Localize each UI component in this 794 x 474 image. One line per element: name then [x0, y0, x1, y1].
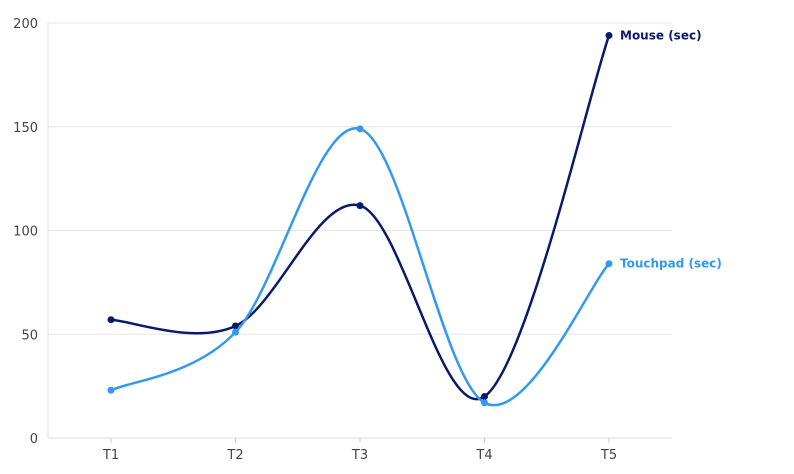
x-tick-label: T5 — [600, 448, 617, 463]
data-point — [356, 125, 364, 133]
data-point — [107, 316, 115, 324]
series-touchpad: Touchpad (sec) — [107, 125, 722, 407]
series-line — [109, 34, 611, 401]
x-tick-label: T1 — [102, 448, 119, 463]
y-tick-label: 50 — [21, 328, 38, 343]
x-axis: T1 T2 T3 T4 T5 — [102, 438, 617, 463]
data-point — [232, 328, 239, 336]
data-point — [356, 202, 364, 210]
series-group: Mouse (sec) Touchpad (sec) — [107, 28, 722, 407]
x-tick-label: T2 — [226, 448, 243, 463]
series-line — [109, 127, 611, 407]
data-point — [605, 31, 613, 39]
data-point — [481, 393, 488, 400]
grid — [47, 22, 672, 439]
data-point — [605, 260, 613, 268]
x-tick-label: T4 — [475, 448, 492, 463]
series-label: Touchpad (sec) — [620, 257, 722, 271]
x-tick-label: T3 — [351, 448, 368, 463]
y-tick-label: 150 — [13, 121, 38, 136]
y-axis: 0 50 100 150 200 — [13, 17, 38, 447]
data-point — [481, 399, 488, 407]
y-tick-label: 100 — [13, 225, 38, 240]
data-point — [107, 386, 115, 394]
y-tick-label: 0 — [30, 432, 38, 447]
series-mouse: Mouse (sec) — [107, 28, 702, 401]
data-point — [232, 322, 239, 330]
series-label: Mouse (sec) — [620, 28, 702, 42]
y-tick-label: 200 — [13, 17, 38, 32]
